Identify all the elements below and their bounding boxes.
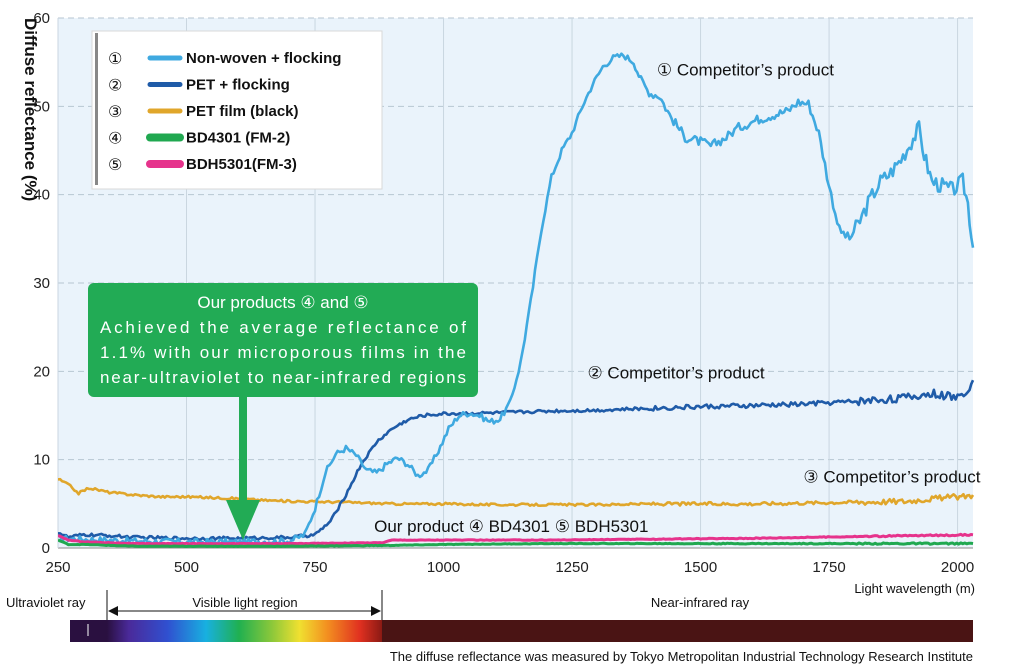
x-tick-label: 1250 <box>555 559 588 576</box>
legend-item: ⑤ BDH5301(FM-3) <box>108 155 297 174</box>
visible-segment <box>107 620 382 642</box>
x-axis-label: Light wavelength (m) <box>854 581 975 596</box>
legend-marker: ② <box>108 76 122 95</box>
callout-arrow-shaft <box>239 397 247 501</box>
x-tick-label: 2000 <box>941 559 974 576</box>
near-infrared-label: Near-infrared ray <box>651 595 750 610</box>
y-tick-label: 0 <box>42 540 50 557</box>
x-tick-label: 1750 <box>812 559 845 576</box>
legend-label: BD4301 (FM-2) <box>186 130 290 147</box>
x-tick-label: 250 <box>45 559 70 576</box>
x-tick-label: 1000 <box>427 559 460 576</box>
annotation-label: ② Competitor’s product <box>587 363 764 382</box>
callout: Our products ④ and ⑤ Achieved the averag… <box>88 283 478 540</box>
callout-line-3: 1.1% with our microporous films in the <box>100 343 466 362</box>
legend-label: BDH5301(FM-3) <box>186 156 297 173</box>
y-tick-label: 40 <box>33 187 50 204</box>
y-tick-label: 10 <box>33 452 50 469</box>
visible-range-arrow-left <box>108 606 118 616</box>
y-tick-label: 60 <box>33 10 50 27</box>
x-tick-label: 750 <box>303 559 328 576</box>
series-line <box>58 52 975 547</box>
footnote: The diffuse reflectance was measured by … <box>390 649 973 664</box>
legend-item: ① Non-woven + flocking <box>108 49 341 68</box>
legend-marker: ④ <box>108 129 122 148</box>
callout-line-4: near-ultraviolet to near-infrared region… <box>100 368 466 387</box>
annotations: ① Competitor’s product ② Competitor’s pro… <box>374 60 981 536</box>
legend: ① Non-woven + flocking ② PET + flocking ③ PET… <box>91 30 383 190</box>
ultraviolet-label: Ultraviolet ray <box>6 595 86 610</box>
visible-range-arrow-right <box>371 606 381 616</box>
annotation-label: ③ Competitor’s product <box>803 468 980 487</box>
series-line <box>58 532 974 546</box>
legend-marker: ⑤ <box>108 155 122 174</box>
legend-marker: ③ <box>108 102 122 121</box>
legend-label: Non-woven + flocking <box>186 50 341 67</box>
legend-label: PET + flocking <box>186 77 290 94</box>
legend-item: ② PET + flocking <box>108 76 290 95</box>
spectrum-band: Ultraviolet ray Visible light region Nea… <box>6 590 973 642</box>
x-tick-label: 500 <box>174 559 199 576</box>
series-line <box>58 477 975 508</box>
callout-arrow-head <box>226 500 260 540</box>
legend-item: ④ BD4301 (FM-2) <box>108 129 290 148</box>
annotation-label: Our product ④ BD4301 ⑤ BDH5301 <box>374 517 648 536</box>
series-line <box>58 379 975 542</box>
legend-bar <box>95 33 98 185</box>
callout-line-2: Achieved the average reflectance of <box>100 318 466 337</box>
y-tick-label: 30 <box>33 275 50 292</box>
near-infrared-segment <box>382 620 973 642</box>
x-axis-ticks: 250 500 750 1000 1250 1500 1750 2000 <box>45 559 974 576</box>
series-line <box>58 538 974 548</box>
legend-box <box>91 30 383 190</box>
y-axis-label: Diffuse reflectance (%) <box>21 18 40 201</box>
series-lines <box>58 52 975 548</box>
legend-item: ③ PET film (black) <box>108 102 299 121</box>
y-tick-label: 20 <box>33 363 50 380</box>
callout-line-1: Our products ④ and ⑤ <box>197 293 368 312</box>
legend-marker: ① <box>108 49 122 68</box>
visible-light-label: Visible light region <box>192 595 297 610</box>
callout-box <box>88 283 478 397</box>
legend-label: PET film (black) <box>186 103 299 120</box>
y-tick-label: 50 <box>33 98 50 115</box>
y-axis-ticks: 0 10 20 30 40 50 60 <box>33 10 50 557</box>
annotation-label: ① Competitor’s product <box>657 60 834 79</box>
x-tick-label: 1500 <box>684 559 717 576</box>
